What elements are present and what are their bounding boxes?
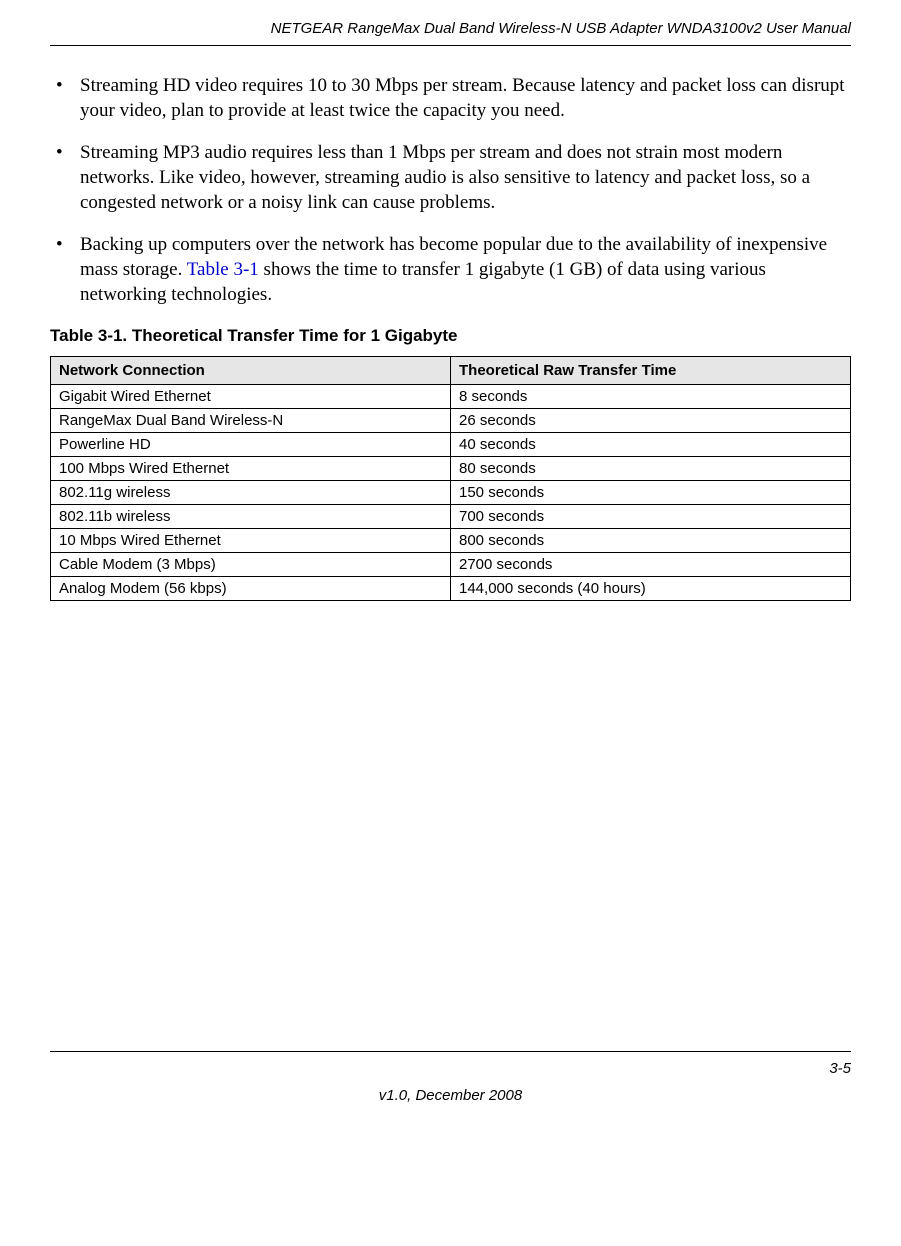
table-row: Analog Modem (56 kbps)144,000 seconds (4… (51, 576, 851, 600)
page-header: NETGEAR RangeMax Dual Band Wireless-N US… (50, 20, 851, 46)
table-cell: 144,000 seconds (40 hours) (451, 576, 851, 600)
table-row: 100 Mbps Wired Ethernet80 seconds (51, 456, 851, 480)
table-cell: 10 Mbps Wired Ethernet (51, 528, 451, 552)
page-footer: 3-5 v1.0, December 2008 (50, 1051, 851, 1104)
table-cell: 802.11b wireless (51, 504, 451, 528)
table-reference-link[interactable]: Table 3-1 (187, 259, 259, 280)
table-row: 802.11b wireless700 seconds (51, 504, 851, 528)
bullet-list: Streaming HD video requires 10 to 30 Mbp… (50, 74, 851, 308)
table-cell: 700 seconds (451, 504, 851, 528)
table-cell: 2700 seconds (451, 552, 851, 576)
table-cell: RangeMax Dual Band Wireless-N (51, 408, 451, 432)
table-cell: 8 seconds (451, 384, 851, 408)
table-cell: Powerline HD (51, 432, 451, 456)
table-cell: Gigabit Wired Ethernet (51, 384, 451, 408)
table-row: 802.11g wireless150 seconds (51, 480, 851, 504)
table-header-cell: Theoretical Raw Transfer Time (451, 356, 851, 384)
table-caption: Table 3-1. Theoretical Transfer Time for… (50, 326, 851, 346)
list-item: Streaming HD video requires 10 to 30 Mbp… (50, 74, 851, 123)
table-header-cell: Network Connection (51, 356, 451, 384)
table-cell: 40 seconds (451, 432, 851, 456)
table-cell: 800 seconds (451, 528, 851, 552)
table-row: Cable Modem (3 Mbps)2700 seconds (51, 552, 851, 576)
list-item: Streaming MP3 audio requires less than 1… (50, 141, 851, 215)
document-title: NETGEAR RangeMax Dual Band Wireless-N US… (271, 20, 851, 37)
table-row: Gigabit Wired Ethernet8 seconds (51, 384, 851, 408)
list-item-text: Streaming HD video requires 10 to 30 Mbp… (80, 75, 845, 121)
list-item-text: Streaming MP3 audio requires less than 1… (80, 142, 810, 212)
table-row: Powerline HD40 seconds (51, 432, 851, 456)
list-item: Backing up computers over the network ha… (50, 233, 851, 307)
table-header-row: Network Connection Theoretical Raw Trans… (51, 356, 851, 384)
table-row: RangeMax Dual Band Wireless-N26 seconds (51, 408, 851, 432)
table-cell: 802.11g wireless (51, 480, 451, 504)
transfer-time-table: Network Connection Theoretical Raw Trans… (50, 356, 851, 601)
table-cell: 150 seconds (451, 480, 851, 504)
table-cell: 80 seconds (451, 456, 851, 480)
page-number: 3-5 (50, 1060, 851, 1077)
table-cell: 26 seconds (451, 408, 851, 432)
table-cell: 100 Mbps Wired Ethernet (51, 456, 451, 480)
table-cell: Cable Modem (3 Mbps) (51, 552, 451, 576)
version-date: v1.0, December 2008 (50, 1087, 851, 1104)
table-cell: Analog Modem (56 kbps) (51, 576, 451, 600)
table-row: 10 Mbps Wired Ethernet800 seconds (51, 528, 851, 552)
